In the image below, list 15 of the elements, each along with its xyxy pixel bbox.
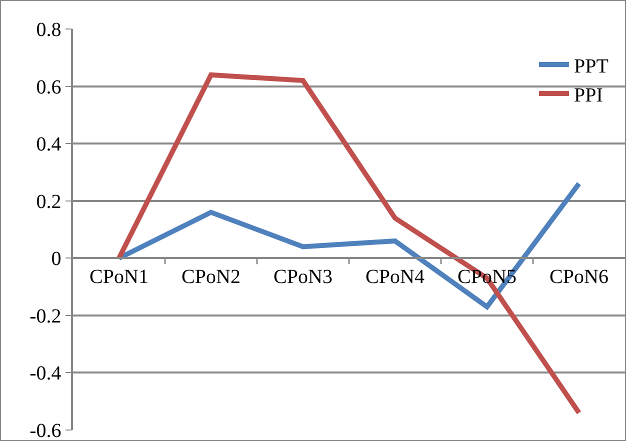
legend-label: PPI (574, 84, 603, 106)
y-tick-label: -0.6 (30, 420, 62, 441)
y-tick-label: -0.4 (30, 362, 62, 385)
y-tick-label: -0.2 (30, 305, 62, 328)
y-tick-label: 0.4 (36, 134, 62, 156)
x-tick-label: CPoN6 (550, 266, 608, 288)
y-tick-label: 0.2 (36, 190, 62, 213)
y-tick-label: 0.8 (36, 19, 62, 41)
x-tick-label: CPoN1 (90, 266, 148, 288)
legend-label: PPT (574, 55, 608, 78)
x-tick-label: CPoN3 (274, 266, 332, 288)
y-tick-label: 0 (51, 248, 62, 270)
y-tick-label: 0.6 (36, 76, 62, 98)
x-tick-label: CPoN4 (366, 266, 424, 288)
x-tick-label: CPoN2 (182, 266, 240, 288)
